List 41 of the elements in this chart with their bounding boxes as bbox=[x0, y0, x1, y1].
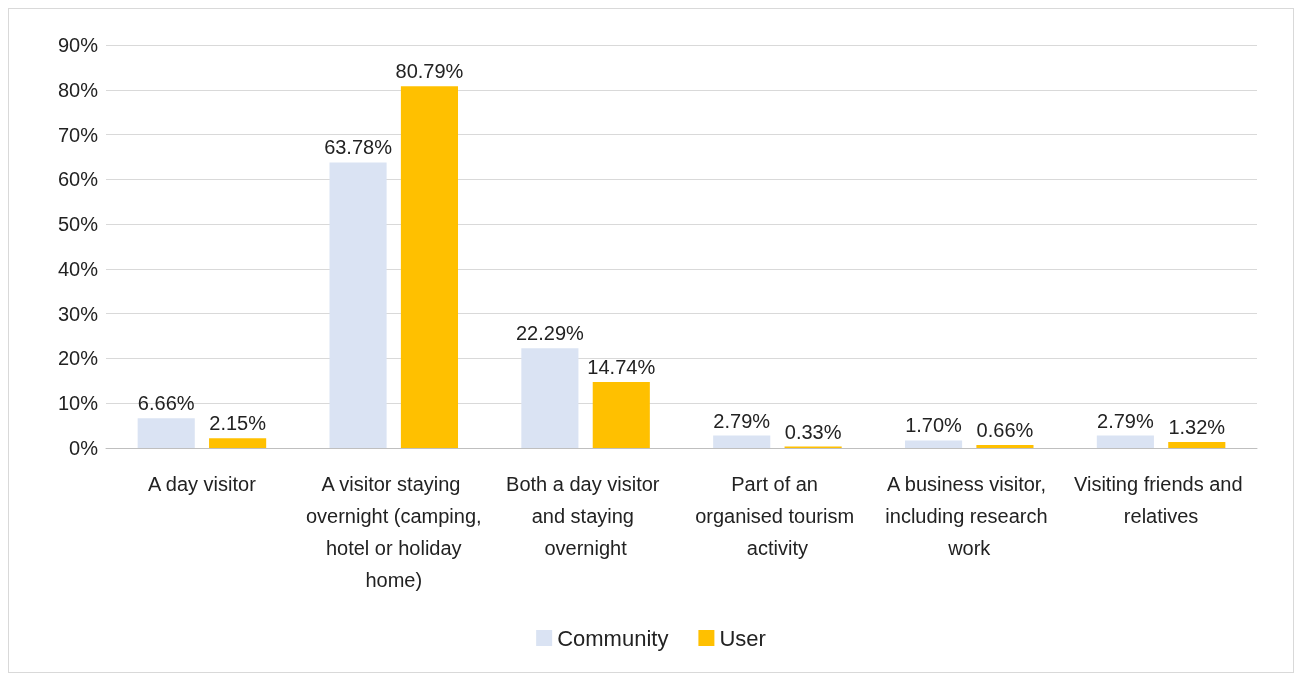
data-label: 2.79% bbox=[1097, 409, 1154, 432]
bar bbox=[1168, 442, 1226, 448]
data-label: 2.79% bbox=[713, 409, 771, 432]
y-tick-label: 80% bbox=[57, 78, 99, 101]
y-tick-label: 30% bbox=[57, 302, 99, 325]
y-tick-label: 70% bbox=[57, 123, 99, 146]
data-label: 14.74% bbox=[587, 356, 656, 378]
y-tick-label: 0% bbox=[69, 437, 99, 459]
data-label: 2.15% bbox=[209, 412, 267, 435]
data-label: 0.33% bbox=[784, 420, 842, 443]
y-tick-label: 90% bbox=[57, 34, 99, 56]
bar bbox=[209, 438, 267, 448]
bar bbox=[400, 86, 459, 448]
data-label: 22.29% bbox=[515, 322, 585, 345]
y-tick-label: 10% bbox=[57, 392, 99, 415]
bar bbox=[137, 418, 195, 448]
bar bbox=[1096, 435, 1154, 448]
legend-label: User bbox=[719, 625, 766, 651]
bar bbox=[521, 348, 579, 448]
x-tick-label: Visiting friends and relatives bbox=[1073, 473, 1249, 527]
data-label: 0.66% bbox=[976, 419, 1034, 442]
x-tick-label: A day visitor bbox=[148, 473, 257, 495]
data-label: 63.78% bbox=[324, 136, 393, 159]
data-label: 6.66% bbox=[137, 392, 195, 415]
x-tick-label: Both a day visitor and staying overnight bbox=[506, 473, 666, 559]
bar bbox=[976, 445, 1034, 448]
y-tick-label: 40% bbox=[57, 257, 99, 280]
bar bbox=[904, 440, 963, 448]
data-label: 1.32% bbox=[1168, 416, 1226, 439]
bar bbox=[592, 382, 650, 448]
data-label: 80.79% bbox=[395, 60, 464, 83]
y-tick-label: 60% bbox=[57, 168, 99, 191]
bar bbox=[713, 435, 771, 448]
x-tick-label: A business visitor, including research work bbox=[885, 473, 1054, 559]
y-tick-label: 50% bbox=[57, 213, 99, 236]
x-tick-label: Part of an organised tourism activity bbox=[695, 473, 860, 559]
legend-label: Community bbox=[557, 625, 669, 651]
y-tick-label: 20% bbox=[57, 347, 99, 370]
bar bbox=[329, 162, 387, 448]
x-tick-label: A visitor staying overnight (camping, hotel or holiday home) bbox=[305, 473, 482, 591]
data-label: 1.70% bbox=[905, 414, 963, 437]
